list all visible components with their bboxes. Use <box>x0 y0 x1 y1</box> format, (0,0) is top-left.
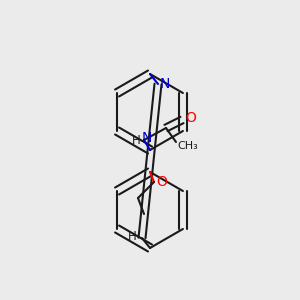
Text: N: N <box>142 131 152 145</box>
Text: H: H <box>128 230 136 244</box>
Text: O: O <box>186 111 196 125</box>
Text: O: O <box>157 175 167 189</box>
Text: H: H <box>132 134 140 148</box>
Text: CH₃: CH₃ <box>178 141 198 151</box>
Text: N: N <box>160 77 170 91</box>
